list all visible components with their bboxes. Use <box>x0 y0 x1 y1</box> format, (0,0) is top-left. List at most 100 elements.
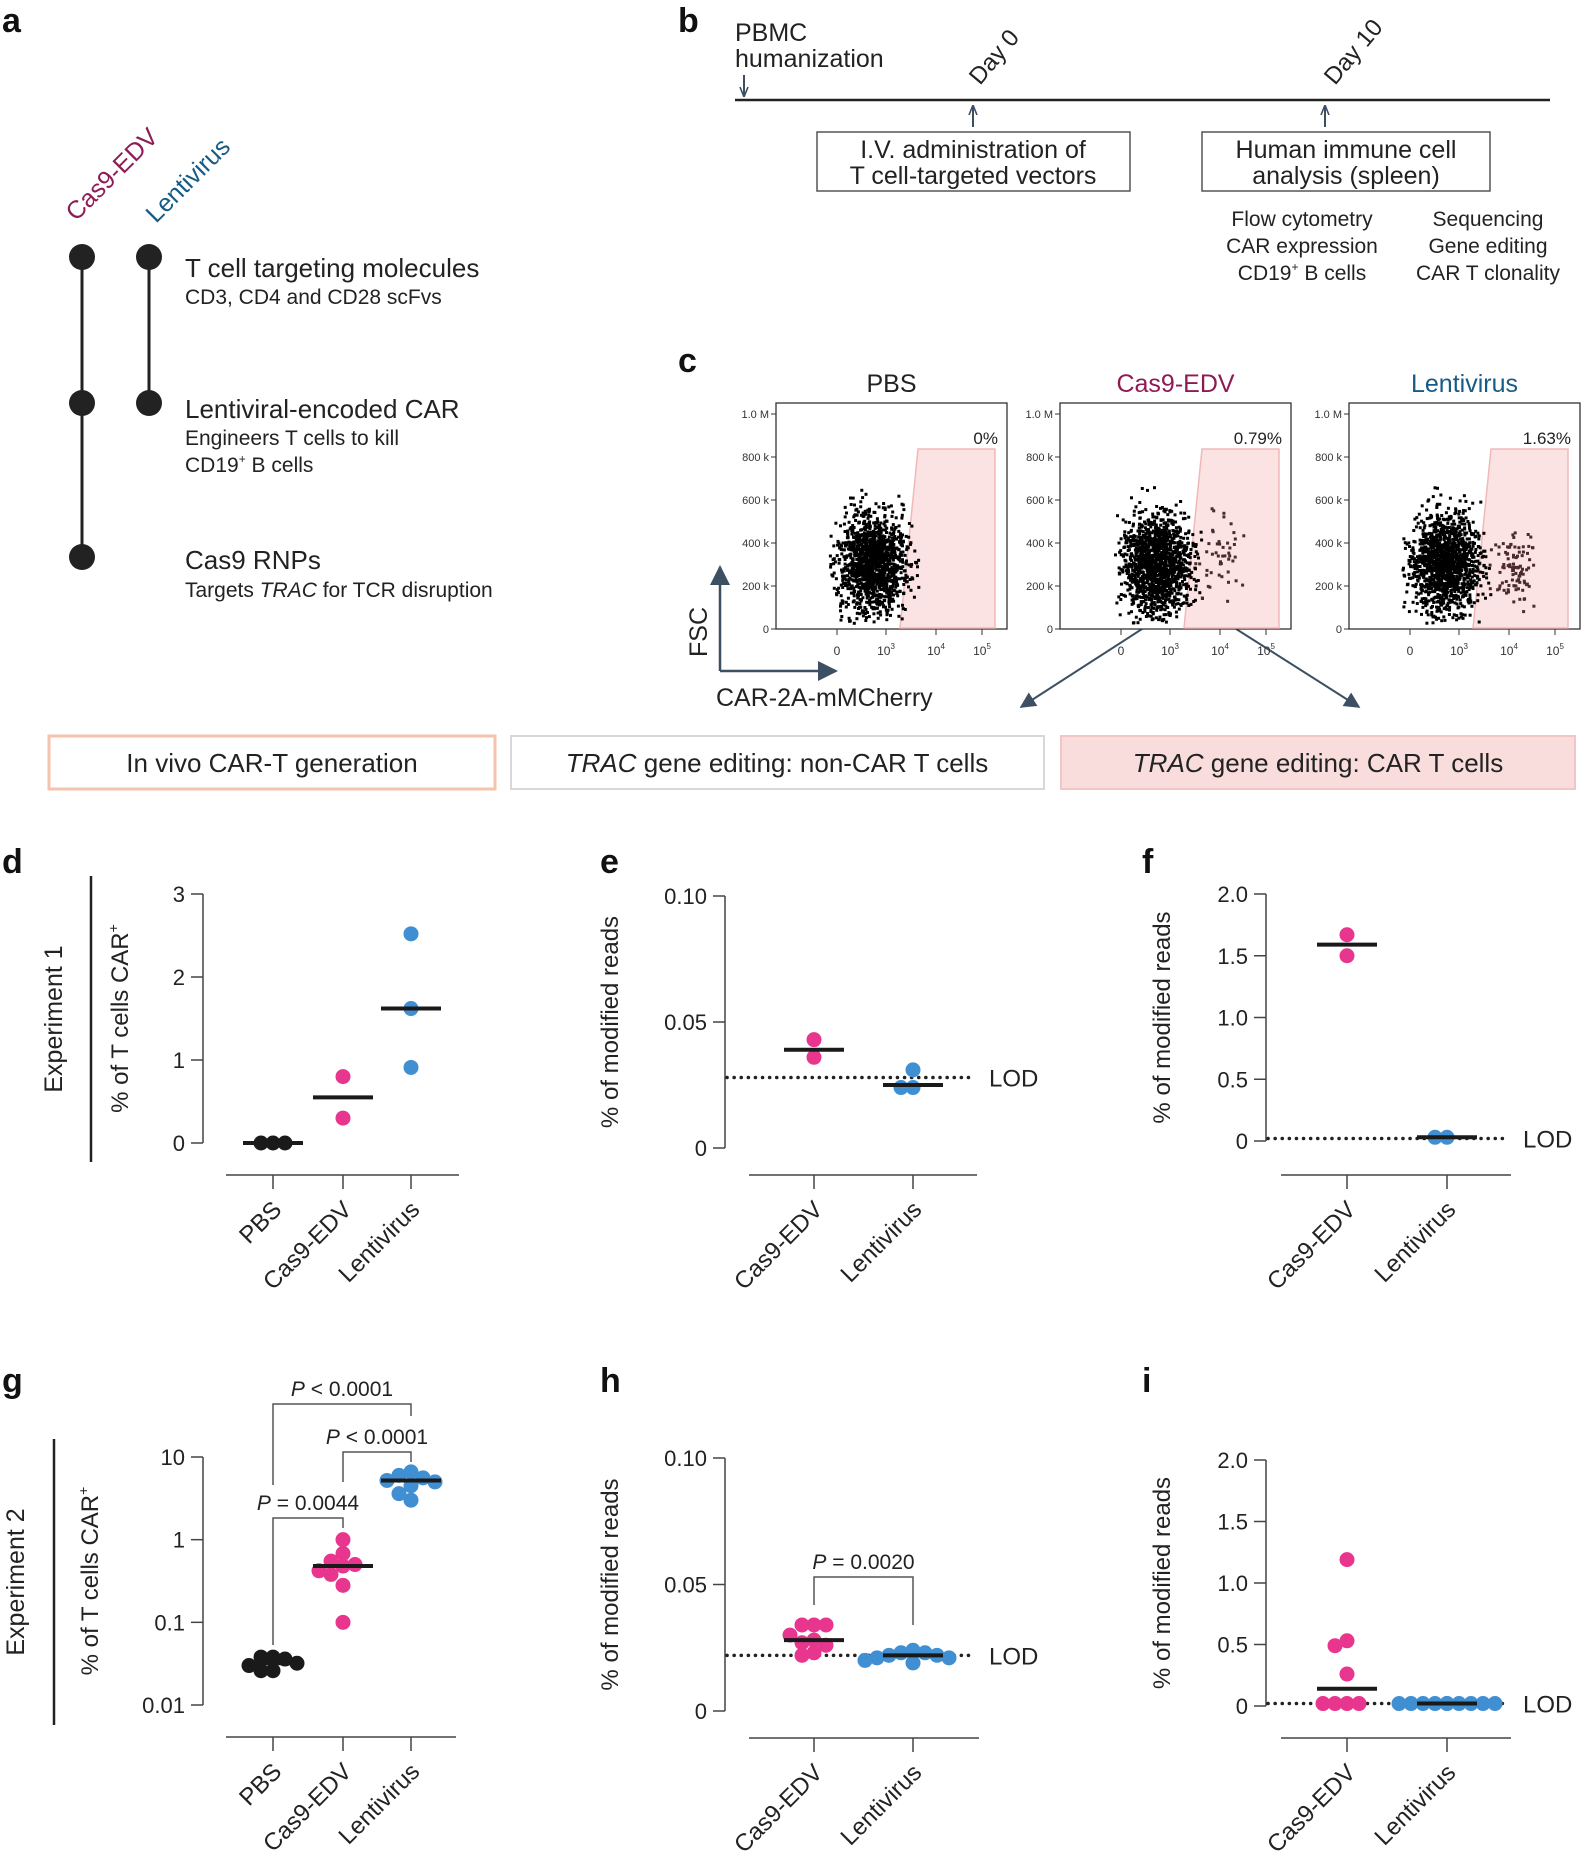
event-dot <box>1464 567 1468 571</box>
x-tick-label: Cas9-EDV <box>729 1759 828 1858</box>
event-dot <box>865 575 869 579</box>
event-dot <box>1169 552 1173 556</box>
event-dot <box>1157 546 1161 549</box>
event-dot <box>1162 565 1166 569</box>
event-dot <box>1187 541 1190 545</box>
event-dot <box>885 548 889 552</box>
event-dot <box>839 594 843 598</box>
event-dot <box>852 621 856 625</box>
event-dot <box>1431 495 1435 499</box>
event-dot <box>1171 567 1175 571</box>
event-dot <box>909 542 912 546</box>
event-dot <box>1187 529 1191 533</box>
event-dot <box>873 600 877 604</box>
event-dot <box>871 540 875 544</box>
event-dot <box>871 577 875 581</box>
event-dot <box>886 588 890 592</box>
event-dot <box>1167 560 1171 564</box>
event-dot <box>1184 595 1188 599</box>
event-dot <box>855 617 859 621</box>
event-dot <box>1140 487 1144 490</box>
event-dot <box>1446 521 1450 525</box>
event-dot <box>1430 537 1434 541</box>
event-dot <box>909 541 913 545</box>
event-dot <box>1153 565 1157 569</box>
event-dot <box>1137 586 1141 590</box>
event-dot <box>1165 538 1169 542</box>
positive-event-dot <box>1516 554 1519 558</box>
event-dot <box>1411 600 1415 604</box>
event-dot <box>1133 557 1137 561</box>
event-dot <box>1119 598 1123 601</box>
positive-event-dot <box>1505 591 1508 595</box>
event-dot <box>1132 555 1136 559</box>
event-dot <box>1445 547 1449 551</box>
positive-event-dot <box>1222 515 1226 519</box>
event-dot <box>852 566 856 570</box>
event-dot <box>863 589 867 593</box>
event-dot <box>1450 576 1453 580</box>
event-dot <box>874 520 878 524</box>
event-dot <box>1458 530 1462 534</box>
event-dot <box>1184 574 1187 578</box>
event-dot <box>900 513 904 517</box>
event-dot <box>1447 573 1451 577</box>
event-dot <box>1437 574 1440 578</box>
event-dot <box>1172 536 1176 540</box>
event-dot <box>1151 566 1155 570</box>
event-dot <box>1422 557 1426 561</box>
event-dot <box>1146 612 1150 615</box>
event-dot <box>1150 531 1154 535</box>
event-dot <box>857 594 860 598</box>
event-dot <box>1153 573 1157 576</box>
event-dot <box>839 524 842 528</box>
positive-event-dot <box>1206 584 1210 588</box>
event-dot <box>889 613 892 617</box>
event-dot <box>1464 557 1468 561</box>
panel-label-e: e <box>600 843 619 881</box>
event-dot <box>845 511 848 515</box>
event-dot <box>832 562 836 566</box>
event-dot <box>1436 593 1440 596</box>
event-dot <box>832 557 836 561</box>
event-dot <box>1461 556 1465 560</box>
event-dot <box>879 578 883 582</box>
event-dot <box>1446 506 1450 510</box>
event-dot <box>1411 584 1415 588</box>
event-dot <box>1423 554 1427 558</box>
event-dot <box>866 589 870 593</box>
event-dot <box>867 558 871 562</box>
positive-event-dot <box>1498 570 1502 574</box>
event-dot <box>1156 543 1160 547</box>
event-dot <box>847 540 851 544</box>
event-dot <box>1144 508 1148 512</box>
event-dot <box>1430 572 1434 576</box>
box-text: analysis (spleen) <box>1252 162 1440 190</box>
car-positive-gate <box>1472 448 1569 629</box>
event-dot <box>1137 535 1141 539</box>
event-dot <box>899 532 902 536</box>
event-dot <box>865 616 868 620</box>
car-arrow-icon <box>1221 619 1361 708</box>
event-dot <box>869 578 873 582</box>
event-dot <box>1158 605 1162 609</box>
event-dot <box>1455 571 1459 575</box>
event-dot <box>1489 593 1493 597</box>
positive-event-dot <box>1512 562 1515 566</box>
positive-event-dot <box>1229 522 1233 526</box>
event-dot <box>1146 551 1150 555</box>
event-dot <box>880 571 884 575</box>
event-dot <box>874 548 878 552</box>
y-tick-label: 1.0 M <box>741 409 769 421</box>
event-dot <box>851 543 855 547</box>
event-dot <box>862 560 866 564</box>
event-dot <box>869 573 873 576</box>
event-dot <box>1467 601 1471 605</box>
event-dot <box>879 545 883 549</box>
positive-event-dot <box>1532 563 1536 567</box>
event-dot <box>1176 572 1180 576</box>
event-dot <box>1458 577 1462 581</box>
event-dot <box>1147 520 1151 524</box>
event-dot <box>1455 585 1459 588</box>
event-dot <box>1436 587 1440 591</box>
